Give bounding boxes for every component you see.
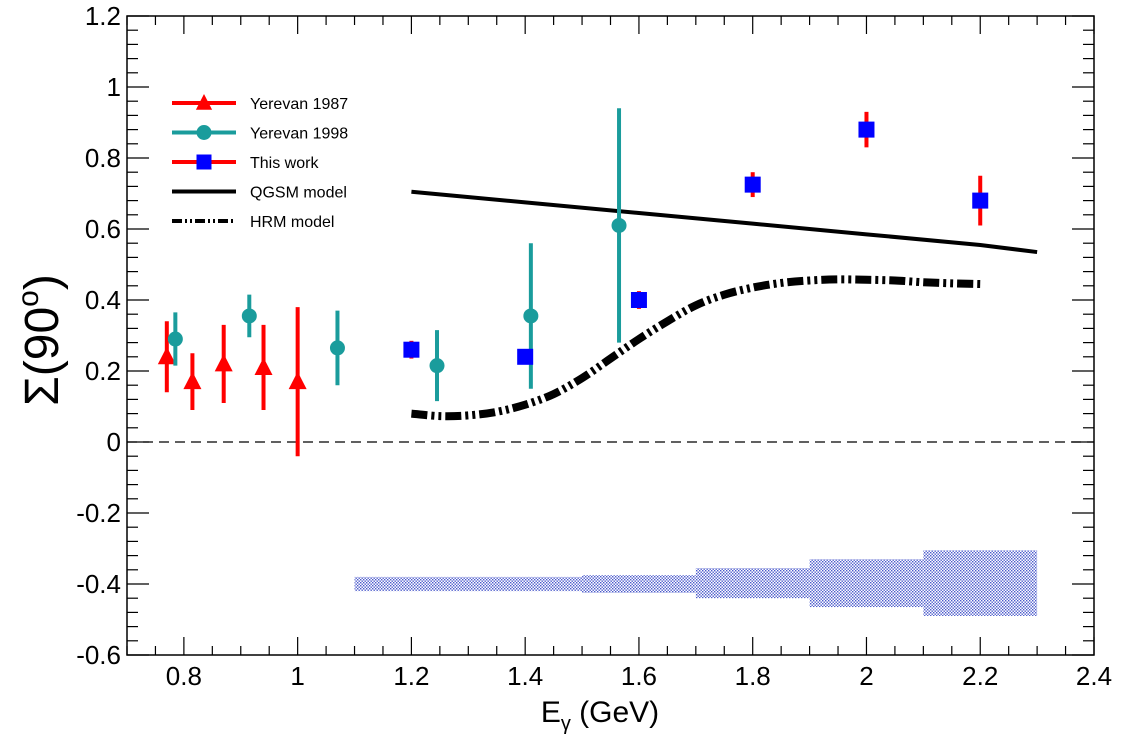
legend-marker xyxy=(196,154,212,170)
data-point xyxy=(254,357,273,375)
x-tick-label: 2.2 xyxy=(962,661,998,691)
legend-label: This work xyxy=(250,155,319,172)
x-tick-label: 1.4 xyxy=(507,661,543,691)
data-point xyxy=(288,371,307,390)
legend-entry: Yerevan 1998 xyxy=(172,125,348,143)
legend-label: Yerevan 1987 xyxy=(250,96,348,113)
data-point xyxy=(630,292,647,308)
data-points xyxy=(157,108,989,457)
systematic-band-1 xyxy=(582,575,696,593)
y-tick-label: 1 xyxy=(107,72,121,102)
x-tick-label: 2 xyxy=(859,661,873,691)
data-point xyxy=(858,121,875,138)
legend-entry: This work xyxy=(172,154,319,172)
systematic-band-2 xyxy=(695,568,810,599)
legend: Yerevan 1987 Yerevan 1998 This work QGSM mo… xyxy=(172,94,348,231)
legend-marker xyxy=(195,94,213,110)
data-point xyxy=(167,331,183,347)
data-point xyxy=(523,308,539,324)
data-point xyxy=(214,353,233,372)
y-tick-label: 1.2 xyxy=(85,1,121,31)
axis-ticks xyxy=(126,15,1095,656)
legend-label: Yerevan 1998 xyxy=(250,126,348,143)
legend-label: QGSM model xyxy=(250,185,347,202)
series-yerevan-1998 xyxy=(167,108,627,402)
data-point xyxy=(429,358,445,374)
data-point xyxy=(972,192,989,209)
y-tick-label: 0.8 xyxy=(85,143,121,173)
data-point xyxy=(403,341,420,358)
data-point xyxy=(241,308,257,324)
model-curves xyxy=(411,189,1038,421)
systematic-band-3 xyxy=(809,559,924,608)
data-point xyxy=(744,176,761,193)
y-tick-label: -0.4 xyxy=(76,569,121,599)
x-tick-label: 2.4 xyxy=(1076,661,1112,691)
data-point xyxy=(329,340,345,356)
series-yerevan-1987 xyxy=(157,307,307,457)
legend-entry: HRM model xyxy=(172,214,334,231)
y-tick-label: -0.2 xyxy=(76,498,121,528)
systematic-band-0 xyxy=(354,576,583,592)
x-tick-label: 1.6 xyxy=(621,661,657,691)
x-axis-label: Eγ (GeV) xyxy=(541,696,659,735)
series-this-work xyxy=(403,111,989,365)
y-tick-label: 0.2 xyxy=(85,356,121,386)
systematic-bands xyxy=(354,550,1038,616)
data-point xyxy=(611,217,627,233)
legend-label: HRM model xyxy=(250,214,334,231)
legend-marker xyxy=(196,125,212,140)
hrm-model-curve xyxy=(411,275,981,421)
x-tick-label: 1.8 xyxy=(735,661,771,691)
x-tick-label: 1 xyxy=(290,661,304,691)
y-tick-label: 0 xyxy=(107,427,121,457)
data-point xyxy=(157,346,176,365)
qgsm-model-curve xyxy=(411,189,1038,255)
legend-entry: QGSM model xyxy=(172,185,347,202)
data-point xyxy=(517,348,534,365)
y-axis-label: Σ(90o) xyxy=(12,274,69,406)
systematic-band-4 xyxy=(923,550,1038,616)
data-point xyxy=(183,371,202,390)
x-tick-label: 1.2 xyxy=(393,661,429,691)
legend-entry: Yerevan 1987 xyxy=(172,94,348,113)
y-tick-label: -0.6 xyxy=(76,640,121,670)
y-tick-label: 0.4 xyxy=(85,285,121,315)
x-tick-label: 0.8 xyxy=(166,661,202,691)
y-tick-label: 0.6 xyxy=(85,214,121,244)
tick-labels: 0.8 1 1.2 1.4 1.6 1.8 2 2.2 2.4 -0.6 -0.4 -0.2 0 0.2 0… xyxy=(76,1,1112,691)
